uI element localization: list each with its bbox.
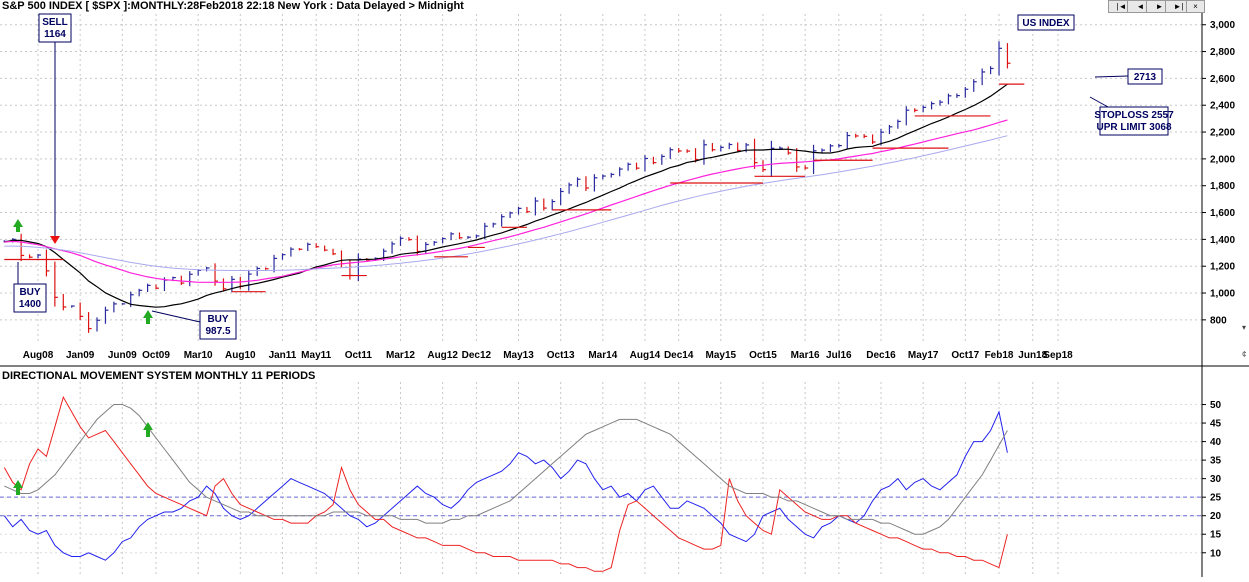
y-tick-label: 3,000 bbox=[1210, 20, 1235, 31]
x-tick-label: Aug14 bbox=[630, 350, 661, 361]
x-tick-label: Aug12 bbox=[427, 350, 458, 361]
x-tick-label: Jun18 bbox=[1018, 350, 1047, 361]
x-tick-label: Mar10 bbox=[184, 350, 213, 361]
x-tick-label: Oct11 bbox=[345, 350, 373, 361]
dm-y-tick-label: 35 bbox=[1210, 456, 1222, 467]
sell-arrow-icon bbox=[50, 236, 60, 244]
buy2-annotation-text: 987.5 bbox=[205, 326, 230, 337]
dm-y-tick-label: 40 bbox=[1210, 437, 1222, 448]
chart-title: S&P 500 INDEX [ $SPX ]:MONTHLY:28Feb2018… bbox=[2, 0, 464, 12]
ma-medium-line bbox=[4, 119, 1008, 283]
dm-y-tick-label: 30 bbox=[1210, 474, 1222, 485]
y-tick-label: 1,200 bbox=[1210, 262, 1235, 273]
x-tick-label: Mar14 bbox=[588, 350, 617, 361]
moving-averages bbox=[4, 83, 1008, 308]
dm-y-tick-label: 15 bbox=[1210, 530, 1222, 541]
dm-y-tick-label: 50 bbox=[1210, 400, 1222, 411]
x-tick-label: Jul16 bbox=[826, 350, 852, 361]
x-tick-label: Jun09 bbox=[108, 350, 137, 361]
x-tick-label: May13 bbox=[503, 350, 534, 361]
dm-y-tick-label: 45 bbox=[1210, 419, 1222, 430]
buy1-annotation-text: BUY bbox=[19, 287, 40, 298]
dm-minus-line bbox=[3, 395, 1008, 572]
buy2-connector bbox=[151, 310, 201, 323]
x-tick-label: Oct15 bbox=[749, 350, 777, 361]
support-levels bbox=[4, 83, 1025, 293]
dm-y-tick-label: 10 bbox=[1210, 548, 1222, 559]
x-tick-label: May17 bbox=[908, 350, 939, 361]
ma-short-line bbox=[4, 83, 1008, 308]
x-tick-label: Oct09 bbox=[142, 350, 170, 361]
x-tick-label: Aug10 bbox=[225, 350, 256, 361]
stoploss-connector bbox=[1089, 96, 1109, 108]
x-tick-label: May15 bbox=[706, 350, 737, 361]
y-tick-label: 2,600 bbox=[1210, 74, 1235, 85]
dm-y-tick-label: 20 bbox=[1210, 511, 1222, 522]
y-tick-label: 1,800 bbox=[1210, 181, 1235, 192]
dm-buy-arrow-icon bbox=[13, 480, 23, 495]
x-tick-label: Oct17 bbox=[951, 350, 979, 361]
y-tick-label: 2,000 bbox=[1210, 154, 1235, 165]
dm-plus-line bbox=[3, 410, 1008, 561]
stoploss-annotation-text: UPR LIMIT 3068 bbox=[1096, 122, 1171, 133]
stoploss-annotation-text: STOPLOSS 2557 bbox=[1094, 110, 1174, 121]
x-tick-label: Feb18 bbox=[985, 350, 1014, 361]
buy2-annotation-text: BUY bbox=[207, 314, 228, 325]
close-button[interactable]: × bbox=[1186, 0, 1205, 13]
y-tick-label: 2,400 bbox=[1210, 101, 1235, 112]
buy2-arrow-icon bbox=[143, 310, 153, 324]
x-tick-label: Mar16 bbox=[791, 350, 820, 361]
last-price-annotation-text: 2713 bbox=[1134, 72, 1157, 83]
grid-lines bbox=[0, 14, 1202, 575]
buy1-annotation-text: 1400 bbox=[19, 299, 42, 310]
y-tick-label: 2,800 bbox=[1210, 47, 1235, 58]
ma-long-line bbox=[4, 135, 1008, 271]
x-tick-label: Jan11 bbox=[269, 350, 297, 361]
x-tick-label: May11 bbox=[301, 350, 331, 361]
buy1-arrow-icon bbox=[13, 219, 23, 232]
x-tick-label: Dec16 bbox=[866, 350, 896, 361]
scroll-down-icon: ▾ bbox=[1242, 323, 1246, 332]
us-index-label-box bbox=[1017, 14, 1075, 31]
dm-lines bbox=[3, 395, 1008, 572]
buy1-annotation-box bbox=[13, 283, 47, 313]
stoploss-annotation-box bbox=[1099, 106, 1169, 136]
dm-y-tick-label: 25 bbox=[1210, 493, 1222, 504]
dm-panel-title: DIRECTIONAL MOVEMENT SYSTEM MONTHLY 11 P… bbox=[2, 370, 316, 382]
y-tick-label: 1,000 bbox=[1210, 289, 1235, 300]
us-index-label-text: US INDEX bbox=[1022, 18, 1070, 29]
y-tick-label: 800 bbox=[1210, 315, 1227, 326]
buy2-annotation-box bbox=[199, 310, 237, 340]
sell-annotation-text: SELL bbox=[42, 17, 68, 28]
price-bars bbox=[3, 41, 1011, 333]
y-tick-label: 1,600 bbox=[1210, 208, 1235, 219]
y-tick-label: 1,400 bbox=[1210, 235, 1235, 246]
x-tick-label: Oct13 bbox=[547, 350, 575, 361]
x-tick-label: Sep18 bbox=[1043, 350, 1073, 361]
x-tick-label: Jan09 bbox=[66, 350, 95, 361]
x-tick-label: Dec14 bbox=[664, 350, 694, 361]
adx-line bbox=[4, 404, 1008, 535]
y-tick-label: 2,200 bbox=[1210, 128, 1235, 139]
x-tick-label: Mar12 bbox=[386, 350, 415, 361]
x-tick-label: Aug08 bbox=[23, 350, 54, 361]
dm-buy-arrow-icon bbox=[143, 422, 153, 437]
currency-icon: ¢ bbox=[1242, 350, 1246, 359]
x-tick-label: Dec12 bbox=[462, 350, 492, 361]
sell-annotation-text: 1164 bbox=[44, 29, 66, 40]
last-price-connector bbox=[1094, 75, 1129, 78]
